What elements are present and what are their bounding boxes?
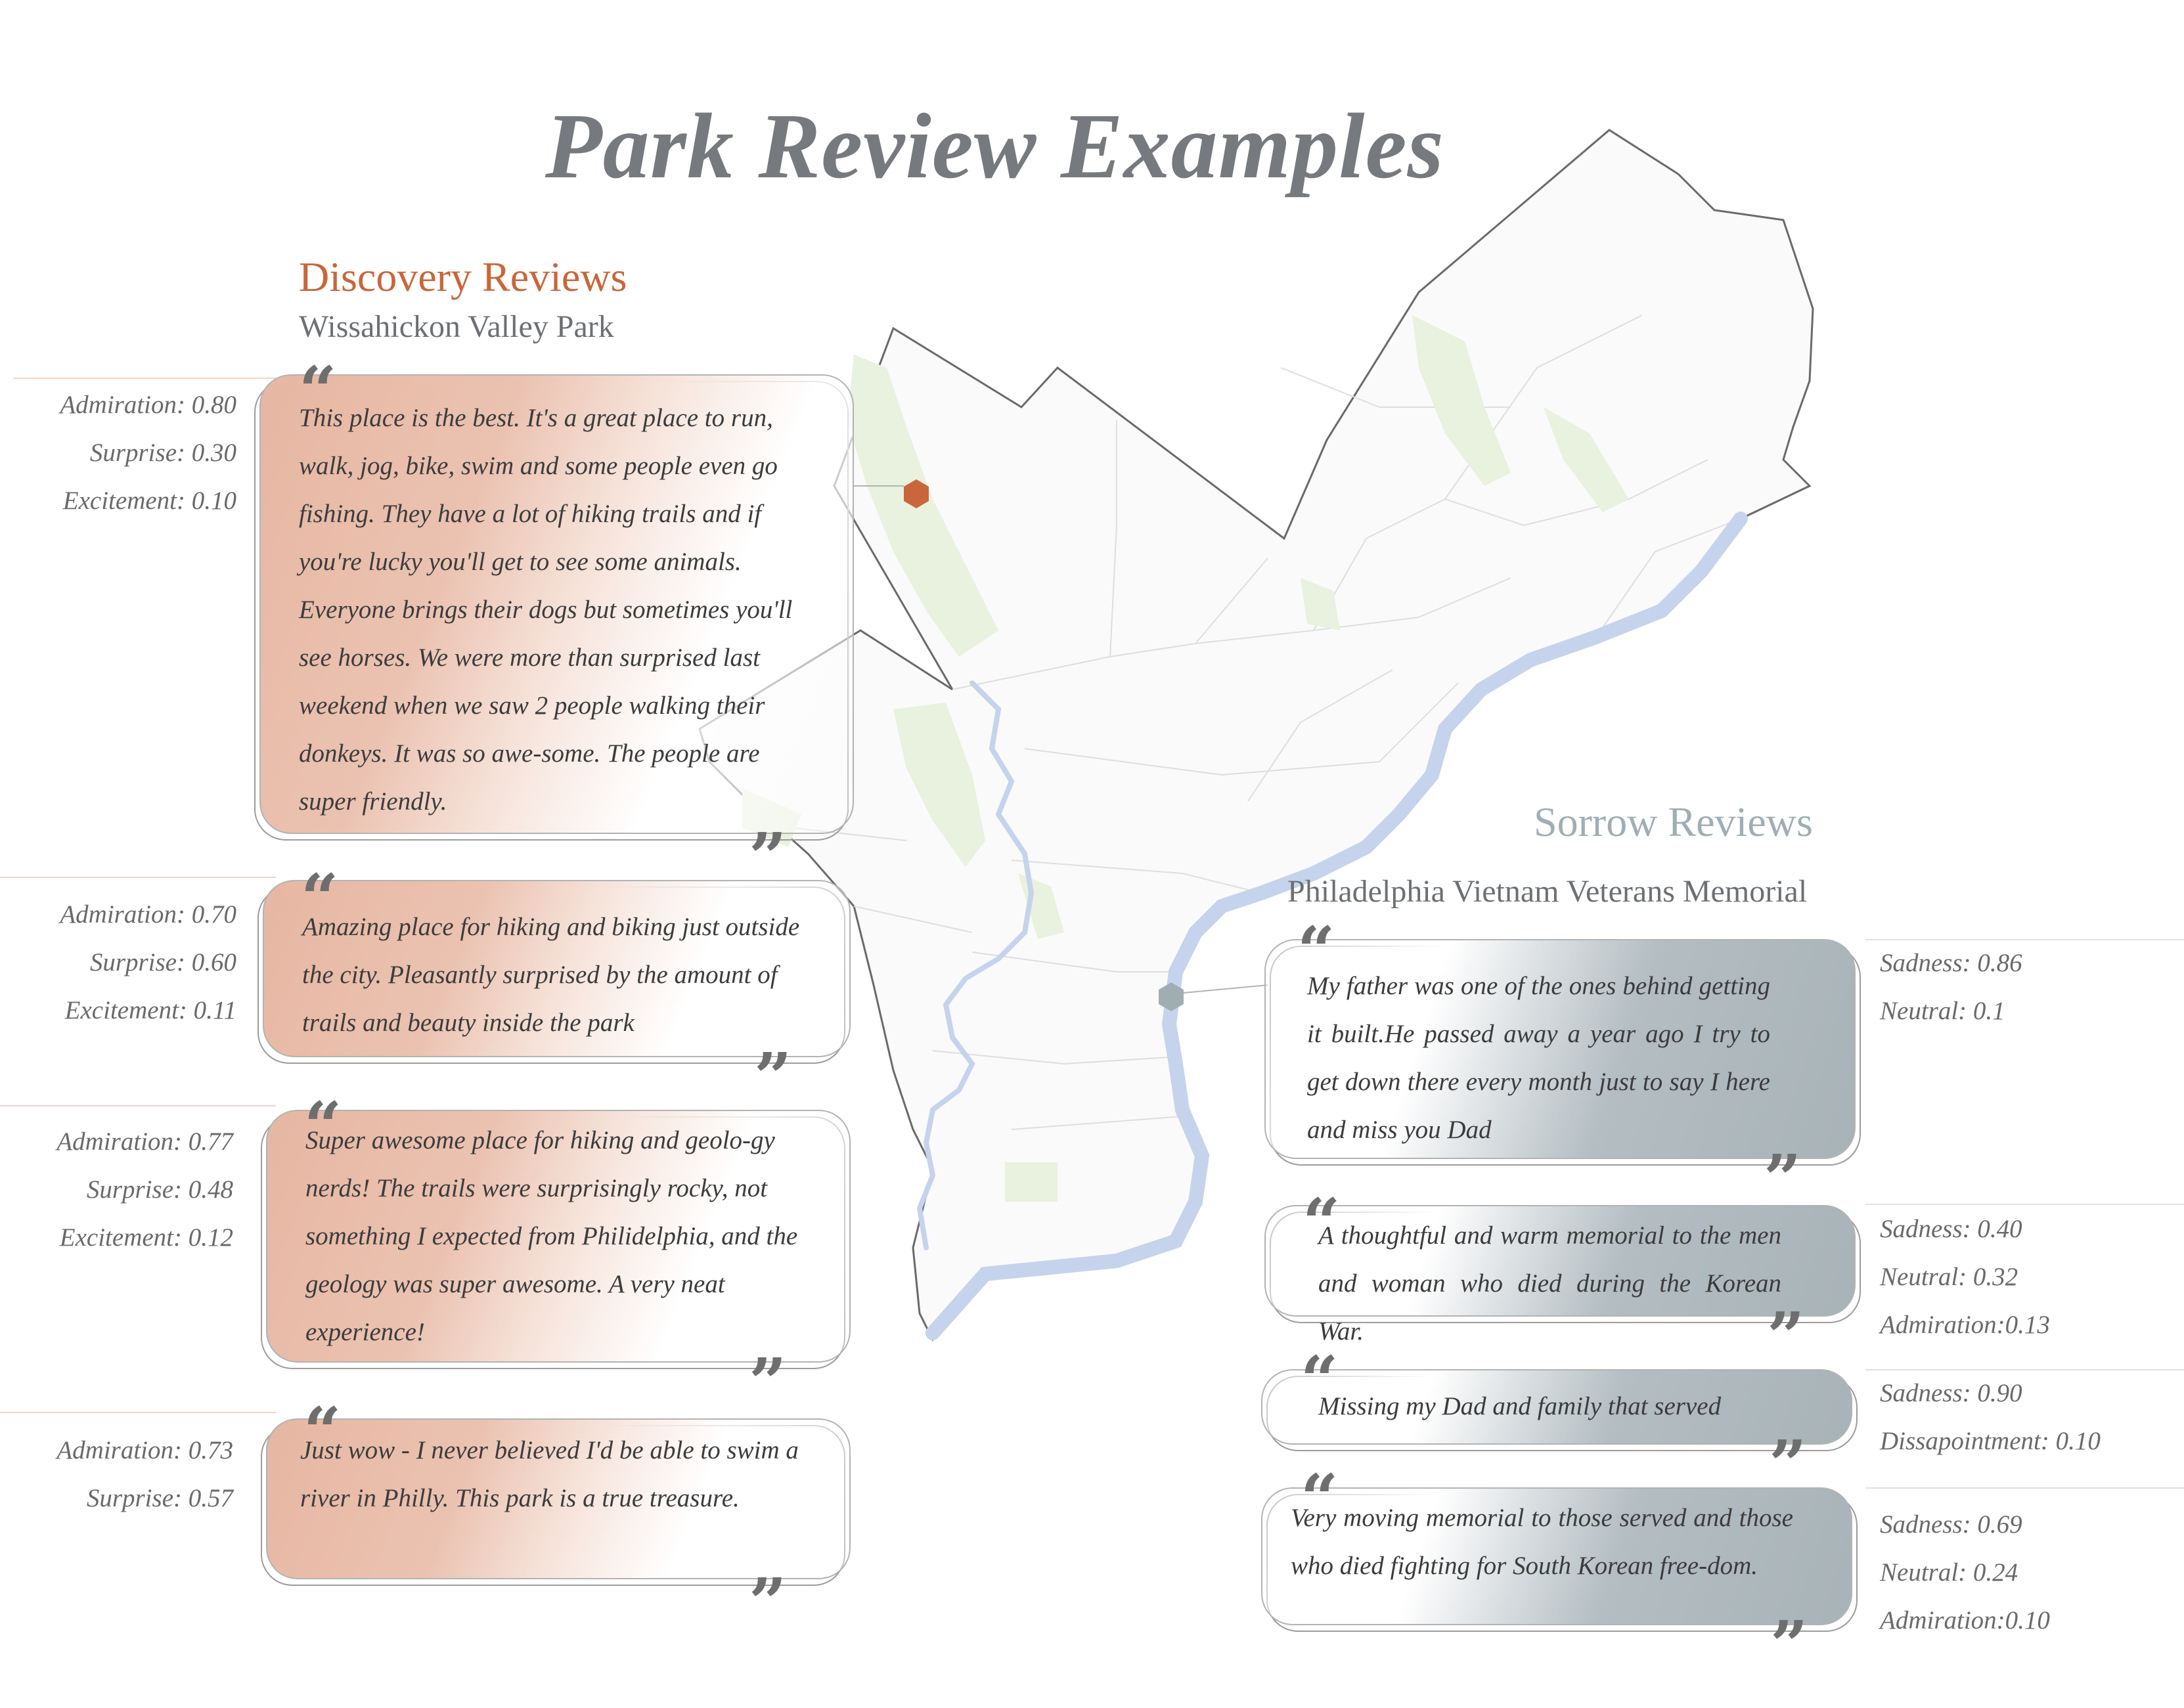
card-face — [1264, 1205, 1856, 1317]
sorrow-section-title: Sorrow Reviews — [1534, 799, 1813, 845]
divider-line — [0, 877, 276, 878]
open-quote-icon: “ — [1301, 1342, 1339, 1419]
review-text: Just wow - I never believed I'd be able … — [300, 1436, 799, 1512]
open-quote-icon: “ — [1297, 912, 1335, 990]
score-label: Sadness: 0.86 — [1880, 949, 2022, 977]
card-face — [266, 1418, 851, 1579]
review-scores: Admiration: 0.80 Surprise: 0.30 Exciteme… — [60, 381, 236, 525]
open-quote-icon: “ — [1303, 1184, 1341, 1261]
memorial-marker — [1159, 982, 1184, 1011]
open-quote-icon: “ — [303, 1393, 342, 1470]
card-face — [259, 374, 854, 834]
divider-line — [13, 378, 289, 379]
score-label: Admiration: 0.77 — [56, 1128, 233, 1156]
review-text: This place is the best. It's a great pla… — [299, 404, 793, 816]
district-lines — [788, 315, 1741, 1130]
close-quote-icon: ” — [1767, 1298, 1805, 1375]
review-scores: Sadness: 0.86 Neutral: 0.1 — [1880, 939, 2022, 1035]
open-quote-icon: “ — [1301, 1460, 1339, 1537]
close-quote-icon: ” — [749, 818, 787, 896]
review-card: My father was one of the ones behind get… — [1264, 939, 1861, 1166]
divider-line — [1865, 1369, 2184, 1370]
score-label: Neutral: 0.24 — [1880, 1558, 2018, 1587]
review-text: Amazing place for hiking and biking just… — [302, 913, 800, 1037]
close-quote-icon: ” — [1769, 1426, 1807, 1503]
score-label: Admiration:0.13 — [1880, 1311, 2050, 1339]
review-card: Missing my Dad and family that served — [1261, 1369, 1858, 1451]
score-label: Dissapointment: 0.10 — [1880, 1427, 2101, 1455]
score-label: Admiration: 0.80 — [60, 391, 236, 419]
open-quote-icon: “ — [304, 1087, 342, 1165]
review-scores: Admiration: 0.70 Surprise: 0.60 Exciteme… — [60, 890, 236, 1034]
card-face — [263, 880, 851, 1057]
score-label: Sadness: 0.40 — [1880, 1215, 2022, 1243]
close-quote-icon: ” — [1770, 1606, 1808, 1684]
card-face — [1264, 939, 1856, 1159]
score-label: Excitement: 0.11 — [64, 996, 236, 1024]
divider-line — [0, 1412, 276, 1413]
score-label: Neutral: 0.32 — [1880, 1263, 2018, 1291]
open-quote-icon: “ — [301, 860, 339, 937]
review-card: Super awesome place for hiking and geolo… — [261, 1110, 851, 1369]
score-label: Surprise: 0.48 — [86, 1175, 233, 1204]
score-label: Surprise: 0.57 — [86, 1484, 233, 1512]
memorial-leader-line — [1183, 984, 1268, 994]
review-text: A thoughtful and warm memorial to the me… — [1318, 1221, 1781, 1346]
close-quote-icon: ” — [749, 1344, 787, 1421]
review-text: Super awesome place for hiking and geolo… — [305, 1126, 798, 1346]
review-card: Very moving memorial to those served and… — [1261, 1487, 1858, 1632]
review-scores: Admiration: 0.77 Surprise: 0.48 Exciteme… — [56, 1118, 233, 1261]
sorrow-park-name: Philadelphia Vietnam Veterans Memorial — [1287, 874, 1808, 909]
discovery-section-title: Discovery Reviews — [299, 253, 627, 300]
review-scores: Admiration: 0.73 Surprise: 0.57 — [56, 1426, 233, 1522]
score-label: Excitement: 0.10 — [62, 487, 236, 515]
card-face — [1261, 1369, 1852, 1445]
open-quote-icon: “ — [299, 352, 337, 429]
review-text: Missing my Dad and family that served — [1318, 1392, 1722, 1420]
wissahickon-marker — [904, 479, 929, 508]
card-face — [1261, 1487, 1852, 1625]
review-card: Just wow - I never believed I'd be able … — [261, 1418, 851, 1586]
review-card: Amazing place for hiking and biking just… — [257, 880, 851, 1064]
score-label: Excitement: 0.12 — [59, 1223, 233, 1252]
divider-line — [0, 1105, 276, 1106]
review-card: A thoughtful and warm memorial to the me… — [1264, 1205, 1861, 1346]
rivers — [916, 512, 1748, 1340]
card-face — [266, 1110, 851, 1363]
review-text: My father was one of the ones behind get… — [1307, 972, 1770, 1144]
close-quote-icon: ” — [1764, 1140, 1802, 1217]
close-quote-icon: ” — [749, 1564, 787, 1641]
review-scores: Sadness: 0.90 Dissapointment: 0.10 — [1880, 1369, 2101, 1465]
discovery-park-name: Wissahickon Valley Park — [299, 309, 614, 344]
close-quote-icon: ” — [754, 1038, 792, 1116]
score-label: Surprise: 0.60 — [89, 948, 236, 976]
score-label: Sadness: 0.69 — [1880, 1510, 2022, 1539]
score-label: Admiration: 0.70 — [60, 900, 236, 929]
score-label: Surprise: 0.30 — [89, 439, 236, 467]
review-scores: Sadness: 0.69 Neutral: 0.24 Admiration:0… — [1880, 1500, 2050, 1644]
divider-line — [1865, 1487, 2184, 1489]
review-text: Very moving memorial to those served and… — [1291, 1504, 1793, 1580]
divider-line — [1865, 939, 2184, 940]
divider-line — [1865, 1204, 2184, 1205]
page-title: Park Review Examples — [545, 94, 1444, 198]
score-label: Neutral: 0.1 — [1880, 997, 2005, 1025]
score-label: Sadness: 0.90 — [1880, 1379, 2022, 1407]
score-label: Admiration:0.10 — [1880, 1606, 2050, 1634]
review-scores: Sadness: 0.40 Neutral: 0.32 Admiration:0… — [1880, 1205, 2050, 1349]
score-label: Admiration: 0.73 — [56, 1436, 233, 1464]
review-card: This place is the best. It's a great pla… — [254, 374, 854, 841]
